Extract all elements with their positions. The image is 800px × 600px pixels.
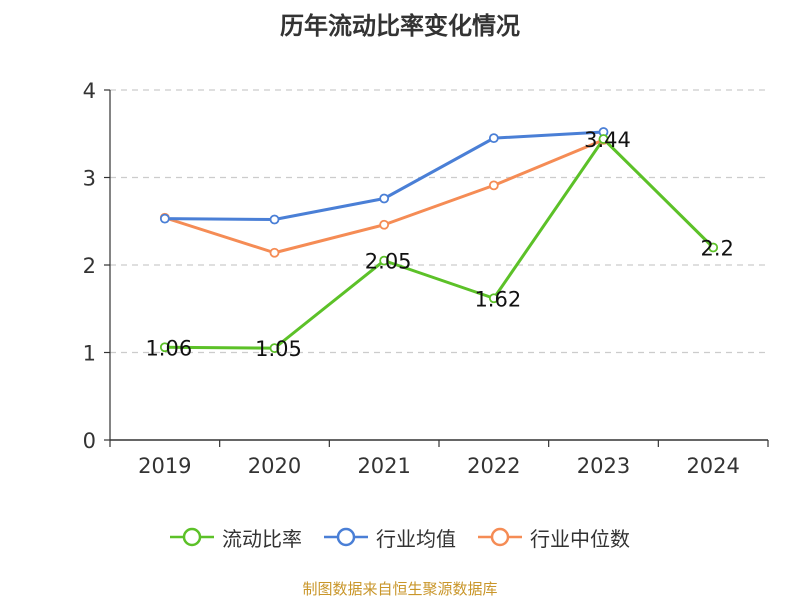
x-tick-label: 2023: [577, 454, 630, 478]
legend-item-industry-average[interactable]: 行业均值: [324, 523, 456, 552]
data-point-1: [488, 133, 499, 144]
data-point-1: [159, 213, 170, 224]
legend-line-marker-icon: [324, 527, 368, 547]
data-point-1: [379, 193, 390, 204]
data-point-0: [708, 242, 719, 253]
data-point-2: [488, 180, 499, 191]
data-point-1: [269, 214, 280, 225]
legend-label-current-ratio: 流动比率: [222, 526, 302, 551]
y-tick-label: 1: [83, 342, 96, 366]
data-point-2: [379, 219, 390, 230]
x-tick-label: 2022: [467, 454, 520, 478]
data-label: 2.2: [700, 237, 733, 261]
data-point-0: [379, 255, 390, 266]
x-tick-label: 2020: [248, 454, 301, 478]
data-label: 1.05: [255, 337, 302, 361]
series-line-1: [164, 130, 604, 221]
data-label: 1.62: [474, 287, 521, 311]
x-tick-label: 2021: [357, 454, 410, 478]
chart-legend: 流动比率 行业均值 行业中位数: [0, 520, 800, 554]
legend-line-marker-icon: [170, 527, 214, 547]
y-tick-label: 2: [83, 254, 96, 278]
x-tick-label: 2024: [686, 454, 739, 478]
data-point-0: [598, 134, 609, 144]
series-line-0: [164, 137, 715, 350]
data-point-0: [269, 343, 280, 354]
y-tick-label: 0: [83, 429, 96, 453]
legend-item-current-ratio[interactable]: 流动比率: [170, 523, 302, 552]
y-tick-label: 4: [83, 79, 96, 103]
data-label: 3.44: [584, 128, 631, 152]
data-label: 2.05: [365, 250, 412, 274]
y-tick-label: 3: [83, 167, 96, 191]
source-footer: 制图数据来自恒生聚源数据库: [302, 580, 498, 598]
legend-line-marker-icon: [478, 527, 522, 547]
x-tick-label: 2019: [138, 454, 191, 478]
data-point-0: [159, 342, 170, 353]
legend-label-industry-median: 行业中位数: [530, 526, 630, 551]
data-point-2: [269, 247, 280, 258]
data-point-0: [488, 293, 499, 304]
legend-label-industry-average: 行业均值: [376, 526, 456, 551]
chart-title: 历年流动比率变化情况: [280, 12, 520, 40]
data-label: 1.06: [145, 336, 192, 360]
legend-item-industry-median[interactable]: 行业中位数: [478, 523, 630, 552]
